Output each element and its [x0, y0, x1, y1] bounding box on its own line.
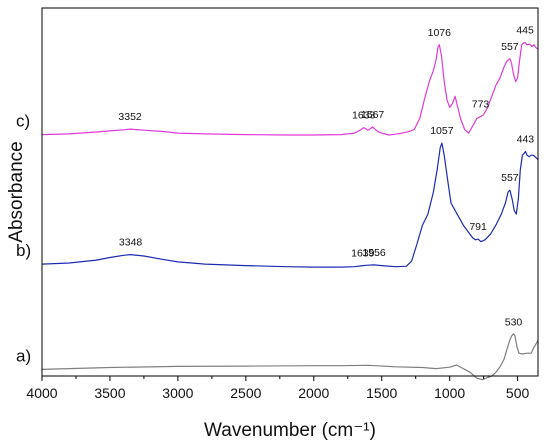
peak-label-c-773: 773 [472, 99, 490, 111]
x-tick-label-1500: 1500 [366, 385, 397, 401]
axes-group: 4000 3500 3000 2500 2000 1500 1000 500 [26, 7, 539, 401]
x-axis-title: Wavenumber (cm⁻¹) [204, 420, 376, 441]
x-tick-label-2000: 2000 [298, 385, 329, 401]
x-tick-label-1000: 1000 [434, 385, 465, 401]
peak-label-b-1639: 1639 [351, 248, 375, 260]
series-line-c [41, 41, 539, 136]
peak-label-b-3348: 3348 [119, 237, 143, 249]
peak-label-c-3352: 3352 [118, 111, 142, 123]
peak-label-c-445: 445 [516, 25, 534, 37]
curve-label-c: c) [16, 112, 30, 131]
y-axis-title: Absorbance [6, 141, 27, 242]
x-tick-label-4000: 4000 [26, 385, 57, 401]
curve-label-b: b) [16, 241, 31, 260]
peak-label-b-1556: 1556 [362, 247, 386, 259]
x-tick-label-3000: 3000 [162, 385, 193, 401]
peak-label-c-1567: 1567 [361, 109, 385, 121]
peak-label-b-557: 557 [501, 172, 519, 184]
peak-label-c-1076: 1076 [428, 27, 452, 39]
peak-label-b-791: 791 [469, 221, 487, 233]
x-tick-label-2500: 2500 [230, 385, 261, 401]
curve-label-a: a) [16, 346, 31, 365]
series-line-b [41, 142, 539, 268]
peak-label-c-557: 557 [501, 41, 519, 53]
x-tick-label-500: 500 [506, 385, 530, 401]
peak-label-a-530: 530 [505, 317, 523, 329]
peak-label-b-1057: 1057 [430, 125, 454, 137]
plot-frame [41, 7, 539, 377]
peak-label-c-1633: 1633 [352, 110, 376, 122]
peak-label-b-443: 443 [517, 134, 535, 146]
x-tick-label-3500: 3500 [94, 385, 125, 401]
